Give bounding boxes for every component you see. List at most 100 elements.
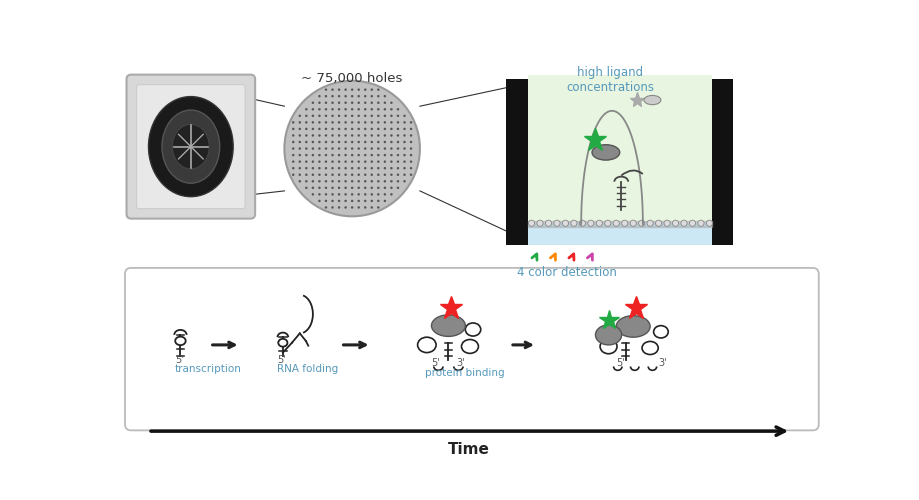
Circle shape <box>390 121 392 124</box>
Circle shape <box>357 88 359 91</box>
Circle shape <box>409 167 412 170</box>
Circle shape <box>364 95 366 98</box>
Circle shape <box>318 108 321 110</box>
Circle shape <box>377 167 380 170</box>
Circle shape <box>331 128 334 130</box>
Circle shape <box>706 220 711 226</box>
Circle shape <box>331 108 334 110</box>
Circle shape <box>613 220 618 226</box>
Text: 5': 5' <box>175 354 184 364</box>
Circle shape <box>570 220 576 226</box>
Circle shape <box>604 220 610 226</box>
Ellipse shape <box>465 323 481 336</box>
Ellipse shape <box>431 315 465 336</box>
Circle shape <box>357 186 359 189</box>
Circle shape <box>331 186 334 189</box>
Circle shape <box>312 141 313 143</box>
Circle shape <box>318 121 321 124</box>
Circle shape <box>331 193 334 196</box>
Circle shape <box>350 186 353 189</box>
Circle shape <box>357 141 359 143</box>
Circle shape <box>318 148 321 150</box>
Circle shape <box>312 180 313 182</box>
Circle shape <box>377 148 380 150</box>
Ellipse shape <box>595 325 621 345</box>
Circle shape <box>364 186 366 189</box>
Circle shape <box>344 108 346 110</box>
Bar <box>711 79 732 245</box>
Circle shape <box>350 200 353 202</box>
Text: high ligand
concentrations: high ligand concentrations <box>565 66 653 94</box>
Circle shape <box>383 174 386 176</box>
Ellipse shape <box>591 144 619 160</box>
Circle shape <box>403 167 405 170</box>
Circle shape <box>370 167 372 170</box>
Circle shape <box>331 88 334 91</box>
Circle shape <box>305 148 307 150</box>
Circle shape <box>377 186 380 189</box>
Circle shape <box>357 193 359 196</box>
Circle shape <box>537 220 542 226</box>
Circle shape <box>344 141 346 143</box>
Circle shape <box>350 134 353 136</box>
Circle shape <box>324 141 327 143</box>
Circle shape <box>383 180 386 182</box>
Circle shape <box>364 154 366 156</box>
Circle shape <box>291 148 294 150</box>
Circle shape <box>324 200 327 202</box>
Ellipse shape <box>162 110 220 183</box>
Circle shape <box>305 186 307 189</box>
Circle shape <box>299 154 301 156</box>
Circle shape <box>299 167 301 170</box>
Circle shape <box>291 154 294 156</box>
Circle shape <box>403 121 405 124</box>
Circle shape <box>331 200 334 202</box>
Circle shape <box>587 220 594 226</box>
Circle shape <box>344 114 346 117</box>
FancyBboxPatch shape <box>125 268 818 430</box>
Circle shape <box>344 148 346 150</box>
Circle shape <box>364 134 366 136</box>
Circle shape <box>305 114 307 117</box>
Circle shape <box>350 180 353 182</box>
Circle shape <box>370 114 372 117</box>
Circle shape <box>383 186 386 189</box>
Bar <box>528 222 711 245</box>
Circle shape <box>331 174 334 176</box>
Circle shape <box>331 167 334 170</box>
Circle shape <box>337 174 340 176</box>
Circle shape <box>377 160 380 163</box>
Circle shape <box>324 148 327 150</box>
Circle shape <box>312 102 313 104</box>
Circle shape <box>344 102 346 104</box>
Circle shape <box>364 102 366 104</box>
Circle shape <box>299 134 301 136</box>
Circle shape <box>390 148 392 150</box>
Circle shape <box>383 148 386 150</box>
Circle shape <box>596 220 602 226</box>
Circle shape <box>403 160 405 163</box>
Circle shape <box>324 95 327 98</box>
Ellipse shape <box>599 339 617 354</box>
Circle shape <box>390 180 392 182</box>
Circle shape <box>383 108 386 110</box>
Circle shape <box>377 121 380 124</box>
Text: 3': 3' <box>456 358 464 368</box>
Circle shape <box>312 160 313 163</box>
Circle shape <box>331 114 334 117</box>
Circle shape <box>324 206 327 208</box>
Circle shape <box>337 200 340 202</box>
Circle shape <box>409 174 412 176</box>
Circle shape <box>331 141 334 143</box>
Circle shape <box>337 154 340 156</box>
Circle shape <box>383 95 386 98</box>
Circle shape <box>318 167 321 170</box>
Circle shape <box>383 141 386 143</box>
Circle shape <box>396 180 399 182</box>
Circle shape <box>299 148 301 150</box>
Circle shape <box>396 160 399 163</box>
Circle shape <box>377 114 380 117</box>
Circle shape <box>403 114 405 117</box>
Circle shape <box>331 121 334 124</box>
Circle shape <box>364 114 366 117</box>
